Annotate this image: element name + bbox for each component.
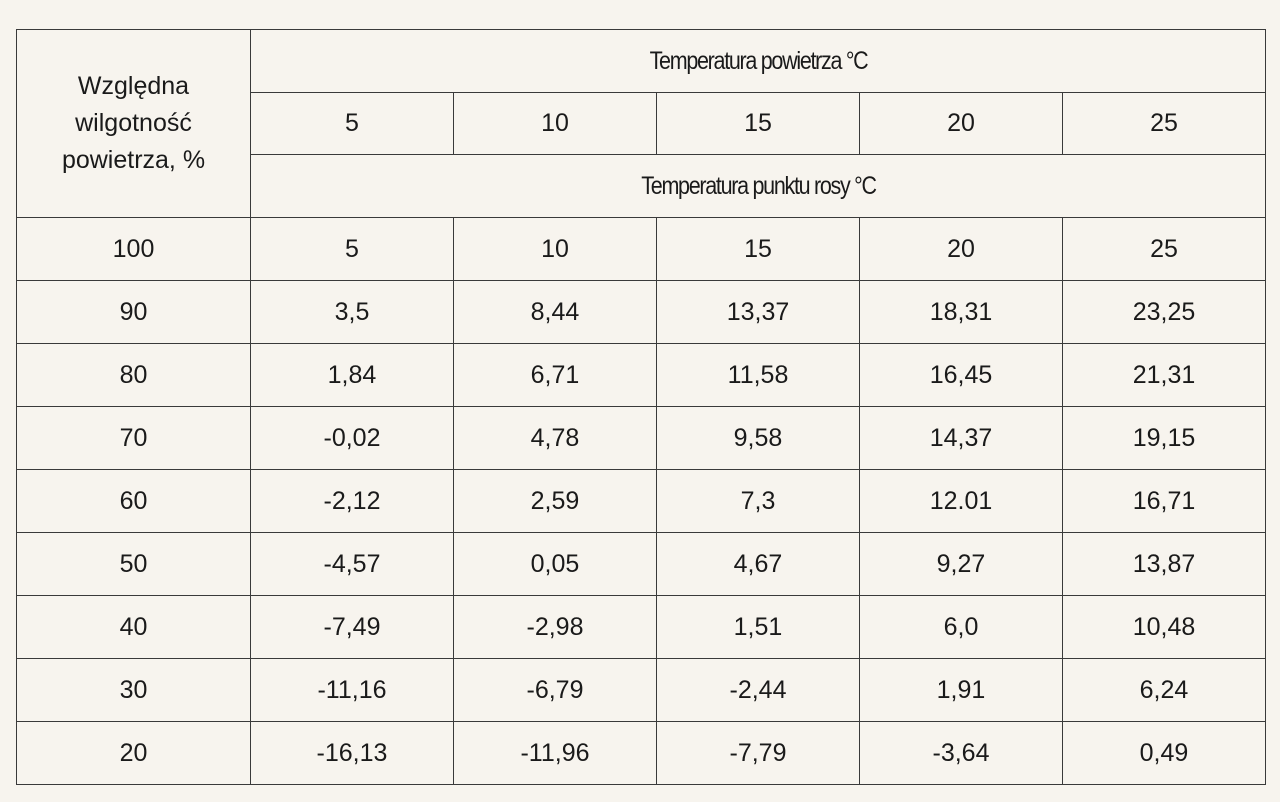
dew-point-cell: 9,27 (859, 532, 1063, 596)
dew-point-cell: 6,71 (453, 343, 657, 407)
air-temp-5: 5 (250, 92, 454, 155)
dew-point-cell: -7,79 (656, 721, 860, 785)
dew-point-cell: 13,37 (656, 280, 860, 344)
humidity-cell: 30 (16, 658, 251, 722)
dew-point-cell: 5 (250, 217, 454, 281)
dew-point-cell: 0,49 (1062, 721, 1266, 785)
dew-point-cell: -7,49 (250, 595, 454, 659)
air-temp-20: 20 (859, 92, 1063, 155)
humidity-cell: 80 (16, 343, 251, 407)
table-row: 100 5 10 15 20 25 (16, 217, 1266, 281)
air-temp-15: 15 (656, 92, 860, 155)
dew-point-cell: 16,71 (1062, 469, 1266, 533)
dew-point-cell: -11,16 (250, 658, 454, 722)
humidity-cell: 70 (16, 406, 251, 470)
dew-point-cell: -0,02 (250, 406, 454, 470)
dew-point-cell: 1,51 (656, 595, 860, 659)
dew-point-cell: 10 (453, 217, 657, 281)
dew-point-cell: 1,84 (250, 343, 454, 407)
dew-point-cell: 20 (859, 217, 1063, 281)
air-temp-10: 10 (453, 92, 657, 155)
dew-point-cell: 6,0 (859, 595, 1063, 659)
dew-point-table: Względna wilgotność powietrza, % Tempera… (16, 29, 1266, 785)
dew-point-title: Temperatura punktu rosy °C (640, 171, 877, 200)
dew-point-cell: 4,78 (453, 406, 657, 470)
humidity-column-header: Względna wilgotność powietrza, % (16, 29, 251, 218)
dew-point-cell: 25 (1062, 217, 1266, 281)
dew-point-cell: 2,59 (453, 469, 657, 533)
air-temperature-header: Temperatura powietrza °C (321, 29, 1195, 93)
humidity-cell: 50 (16, 532, 251, 596)
table-row: 20 -16,13 -11,96 -7,79 -3,64 0,49 (16, 721, 1266, 785)
dew-point-cell: 15 (656, 217, 860, 281)
dew-point-cell: -2,12 (250, 469, 454, 533)
dew-point-cell: 19,15 (1062, 406, 1266, 470)
dew-point-cell: 23,25 (1062, 280, 1266, 344)
dew-point-cell: 13,87 (1062, 532, 1266, 596)
air-temperature-title: Temperatura powietrza °C (649, 46, 868, 75)
dew-point-cell: 16,45 (859, 343, 1063, 407)
dew-point-cell: 3,5 (250, 280, 454, 344)
dew-point-cell: 21,31 (1062, 343, 1266, 407)
dew-point-cell: -4,57 (250, 532, 454, 596)
humidity-cell: 20 (16, 721, 251, 785)
table-row: 60 -2,12 2,59 7,3 12.01 16,71 (16, 469, 1266, 533)
air-temp-25: 25 (1062, 92, 1266, 155)
dew-point-cell: 8,44 (453, 280, 657, 344)
table-row: 50 -4,57 0,05 4,67 9,27 13,87 (16, 532, 1266, 596)
dew-point-cell: -16,13 (250, 721, 454, 785)
table-row: 40 -7,49 -2,98 1,51 6,0 10,48 (16, 595, 1266, 659)
dew-point-cell: 12.01 (859, 469, 1063, 533)
air-temperature-values-row: 5 10 15 20 25 (17, 92, 1266, 155)
dew-point-cell: 14,37 (859, 406, 1063, 470)
dew-point-cell: 0,05 (453, 532, 657, 596)
table-row: 80 1,84 6,71 11,58 16,45 21,31 (16, 343, 1266, 407)
dew-point-cell: -6,79 (453, 658, 657, 722)
table-row: 90 3,5 8,44 13,37 18,31 23,25 (16, 280, 1266, 344)
humidity-cell: 90 (16, 280, 251, 344)
humidity-cell: 60 (16, 469, 251, 533)
dew-point-cell: 4,67 (656, 532, 860, 596)
dew-point-cell: 18,31 (859, 280, 1063, 344)
humidity-cell: 40 (16, 595, 251, 659)
dew-point-cell: 11,58 (656, 343, 860, 407)
dew-point-cell: 7,3 (656, 469, 860, 533)
dew-point-cell: 6,24 (1062, 658, 1266, 722)
dew-point-cell: -3,64 (859, 721, 1063, 785)
dew-point-cell: -2,98 (453, 595, 657, 659)
dew-point-header: Temperatura punktu rosy °C (321, 154, 1195, 218)
dew-point-cell: -11,96 (453, 721, 657, 785)
dew-point-cell: 1,91 (859, 658, 1063, 722)
table-row: 70 -0,02 4,78 9,58 14,37 19,15 (16, 406, 1266, 470)
dew-point-cell: -2,44 (656, 658, 860, 722)
table-row: 30 -11,16 -6,79 -2,44 1,91 6,24 (16, 658, 1266, 722)
dew-point-cell: 9,58 (656, 406, 860, 470)
humidity-cell: 100 (16, 217, 251, 281)
dew-point-cell: 10,48 (1062, 595, 1266, 659)
